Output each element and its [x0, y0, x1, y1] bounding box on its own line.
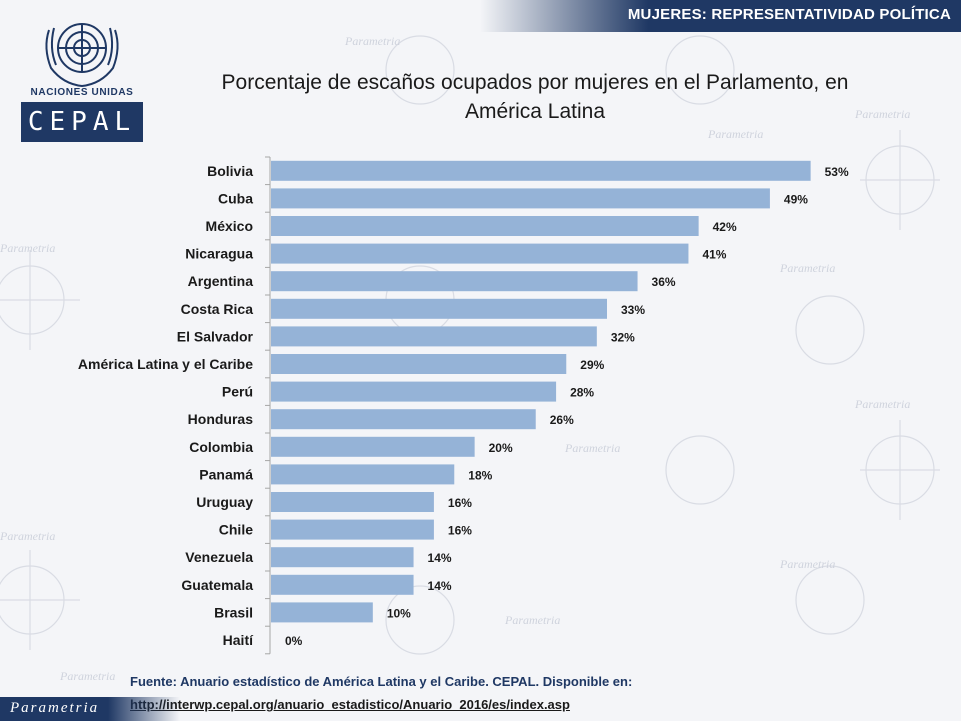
watermark-text: Parametria: [0, 529, 55, 543]
category-label: Costa Rica: [181, 301, 254, 317]
watermark-text: Parametria: [854, 397, 910, 411]
data-label: 20%: [489, 441, 513, 455]
footer-brand: Parametria: [10, 700, 100, 716]
cepal-logo: NACIONES UNIDAS CEPAL: [21, 10, 143, 142]
logo-org-name: NACIONES UNIDAS: [30, 87, 134, 98]
bar: [271, 464, 455, 485]
data-label: 41%: [702, 248, 726, 262]
header-band: [480, 0, 961, 32]
data-label: 14%: [428, 551, 452, 565]
data-label: 14%: [428, 579, 452, 593]
category-label: América Latina y el Caribe: [78, 356, 253, 372]
data-label: 16%: [448, 496, 472, 510]
category-label: Uruguay: [196, 494, 253, 510]
watermark-text: Parametria: [779, 261, 835, 275]
data-label: 53%: [825, 165, 849, 179]
logo-box: [21, 102, 143, 142]
source-line: Fuente: Anuario estadístico de América L…: [130, 674, 633, 689]
bar: [271, 298, 607, 319]
data-label: 10%: [387, 606, 411, 620]
data-label: 49%: [784, 192, 808, 206]
category-label: Venezuela: [185, 549, 253, 565]
category-label: Brasil: [214, 604, 253, 620]
un-emblem-icon: [45, 23, 119, 88]
category-label: Chile: [219, 522, 253, 538]
bar: [271, 436, 475, 457]
bar: [271, 216, 699, 236]
bar: [271, 602, 373, 623]
watermark-text: Parametria: [0, 241, 55, 255]
data-label: 0%: [285, 634, 303, 648]
category-label: Perú: [222, 384, 253, 400]
bar: [271, 519, 434, 540]
data-label: 33%: [621, 303, 645, 317]
source-note: Fuente: Anuario estadístico de América L…: [130, 670, 632, 716]
logo-brand: CEPAL: [27, 107, 137, 137]
bar: [271, 547, 414, 568]
bar: [271, 381, 557, 402]
category-label: Bolivia: [207, 163, 253, 179]
bar: [271, 326, 597, 347]
category-label: Honduras: [188, 411, 254, 427]
category-label: Haití: [223, 632, 254, 648]
category-label: Guatemala: [181, 577, 253, 593]
footer-band: [0, 697, 180, 721]
category-label: Colombia: [189, 439, 253, 455]
data-label: 36%: [652, 275, 676, 289]
category-label: Panamá: [199, 466, 253, 482]
bar: [271, 188, 770, 209]
data-label: 42%: [713, 220, 737, 234]
category-label: Cuba: [218, 190, 253, 206]
bar: [271, 574, 414, 595]
watermark-text: Parametria: [779, 557, 835, 571]
category-label: Nicaragua: [185, 246, 253, 262]
data-label: 28%: [570, 386, 594, 400]
watermark-text: Parametria: [59, 669, 115, 683]
data-label: 32%: [611, 330, 635, 344]
data-label: 29%: [580, 358, 604, 372]
source-link[interactable]: http://interwp.cepal.org/anuario_estadis…: [130, 697, 570, 712]
bar: [271, 409, 536, 430]
category-label: El Salvador: [177, 328, 254, 344]
data-label: 16%: [448, 524, 472, 538]
watermark-text: Parametria: [854, 107, 910, 121]
bar: [271, 492, 434, 512]
bar: [271, 271, 638, 292]
watermark-text: Parametria: [344, 34, 400, 48]
bar: [271, 160, 811, 181]
bar: [271, 354, 567, 374]
section-title: MUJERES: REPRESENTATIVIDAD POLÍTICA: [627, 6, 951, 23]
chart-title: Porcentaje de escaños ocupados por mujer…: [221, 71, 849, 123]
bar-chart: Bolivia 53% Cuba 49% México 42% Nicaragua 41% Ar…: [78, 156, 849, 655]
category-label: México: [206, 218, 253, 234]
category-label: Argentina: [188, 273, 254, 289]
watermark-text: Parametria: [504, 613, 560, 627]
watermark-text: Parametria: [564, 441, 620, 455]
data-label: 18%: [468, 468, 492, 482]
data-label: 26%: [550, 413, 574, 427]
bar: [271, 243, 689, 264]
watermark-text: Parametria: [707, 127, 763, 141]
